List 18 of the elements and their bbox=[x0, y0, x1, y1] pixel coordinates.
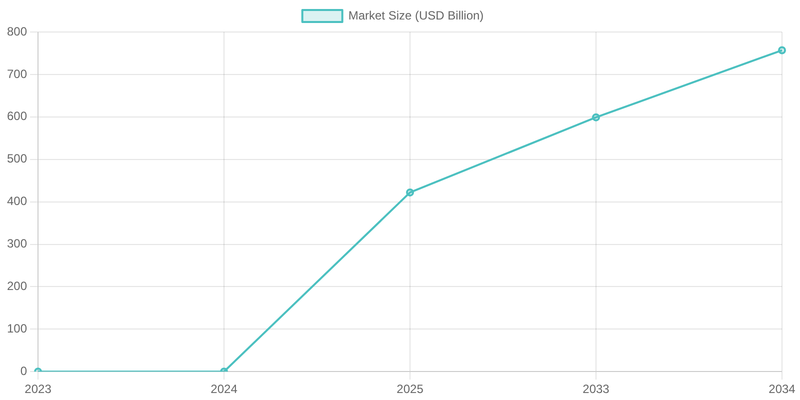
y-tick-label: 200 bbox=[6, 279, 28, 294]
point bbox=[778, 46, 786, 54]
y-tick-label: 700 bbox=[6, 66, 28, 81]
y-tick-label: 300 bbox=[6, 236, 28, 251]
y-tick-label: 100 bbox=[6, 321, 28, 336]
x-tick-label: 2034 bbox=[768, 382, 796, 396]
legend-label: Market Size (USD Billion) bbox=[348, 8, 484, 22]
x-tick-label: 2023 bbox=[24, 382, 52, 396]
y-tick-label: 0 bbox=[20, 364, 28, 378]
x-tick-label: 2024 bbox=[210, 382, 238, 396]
y-tick-label: 800 bbox=[6, 24, 28, 38]
y-tick-label: 500 bbox=[6, 152, 28, 166]
point bbox=[406, 188, 414, 196]
x-tick-label: 2025 bbox=[396, 382, 424, 396]
x-tick-label: 2033 bbox=[582, 382, 610, 396]
y-tick-label: 400 bbox=[6, 194, 28, 208]
point bbox=[592, 113, 600, 122]
y-tick-label: 600 bbox=[6, 109, 28, 124]
